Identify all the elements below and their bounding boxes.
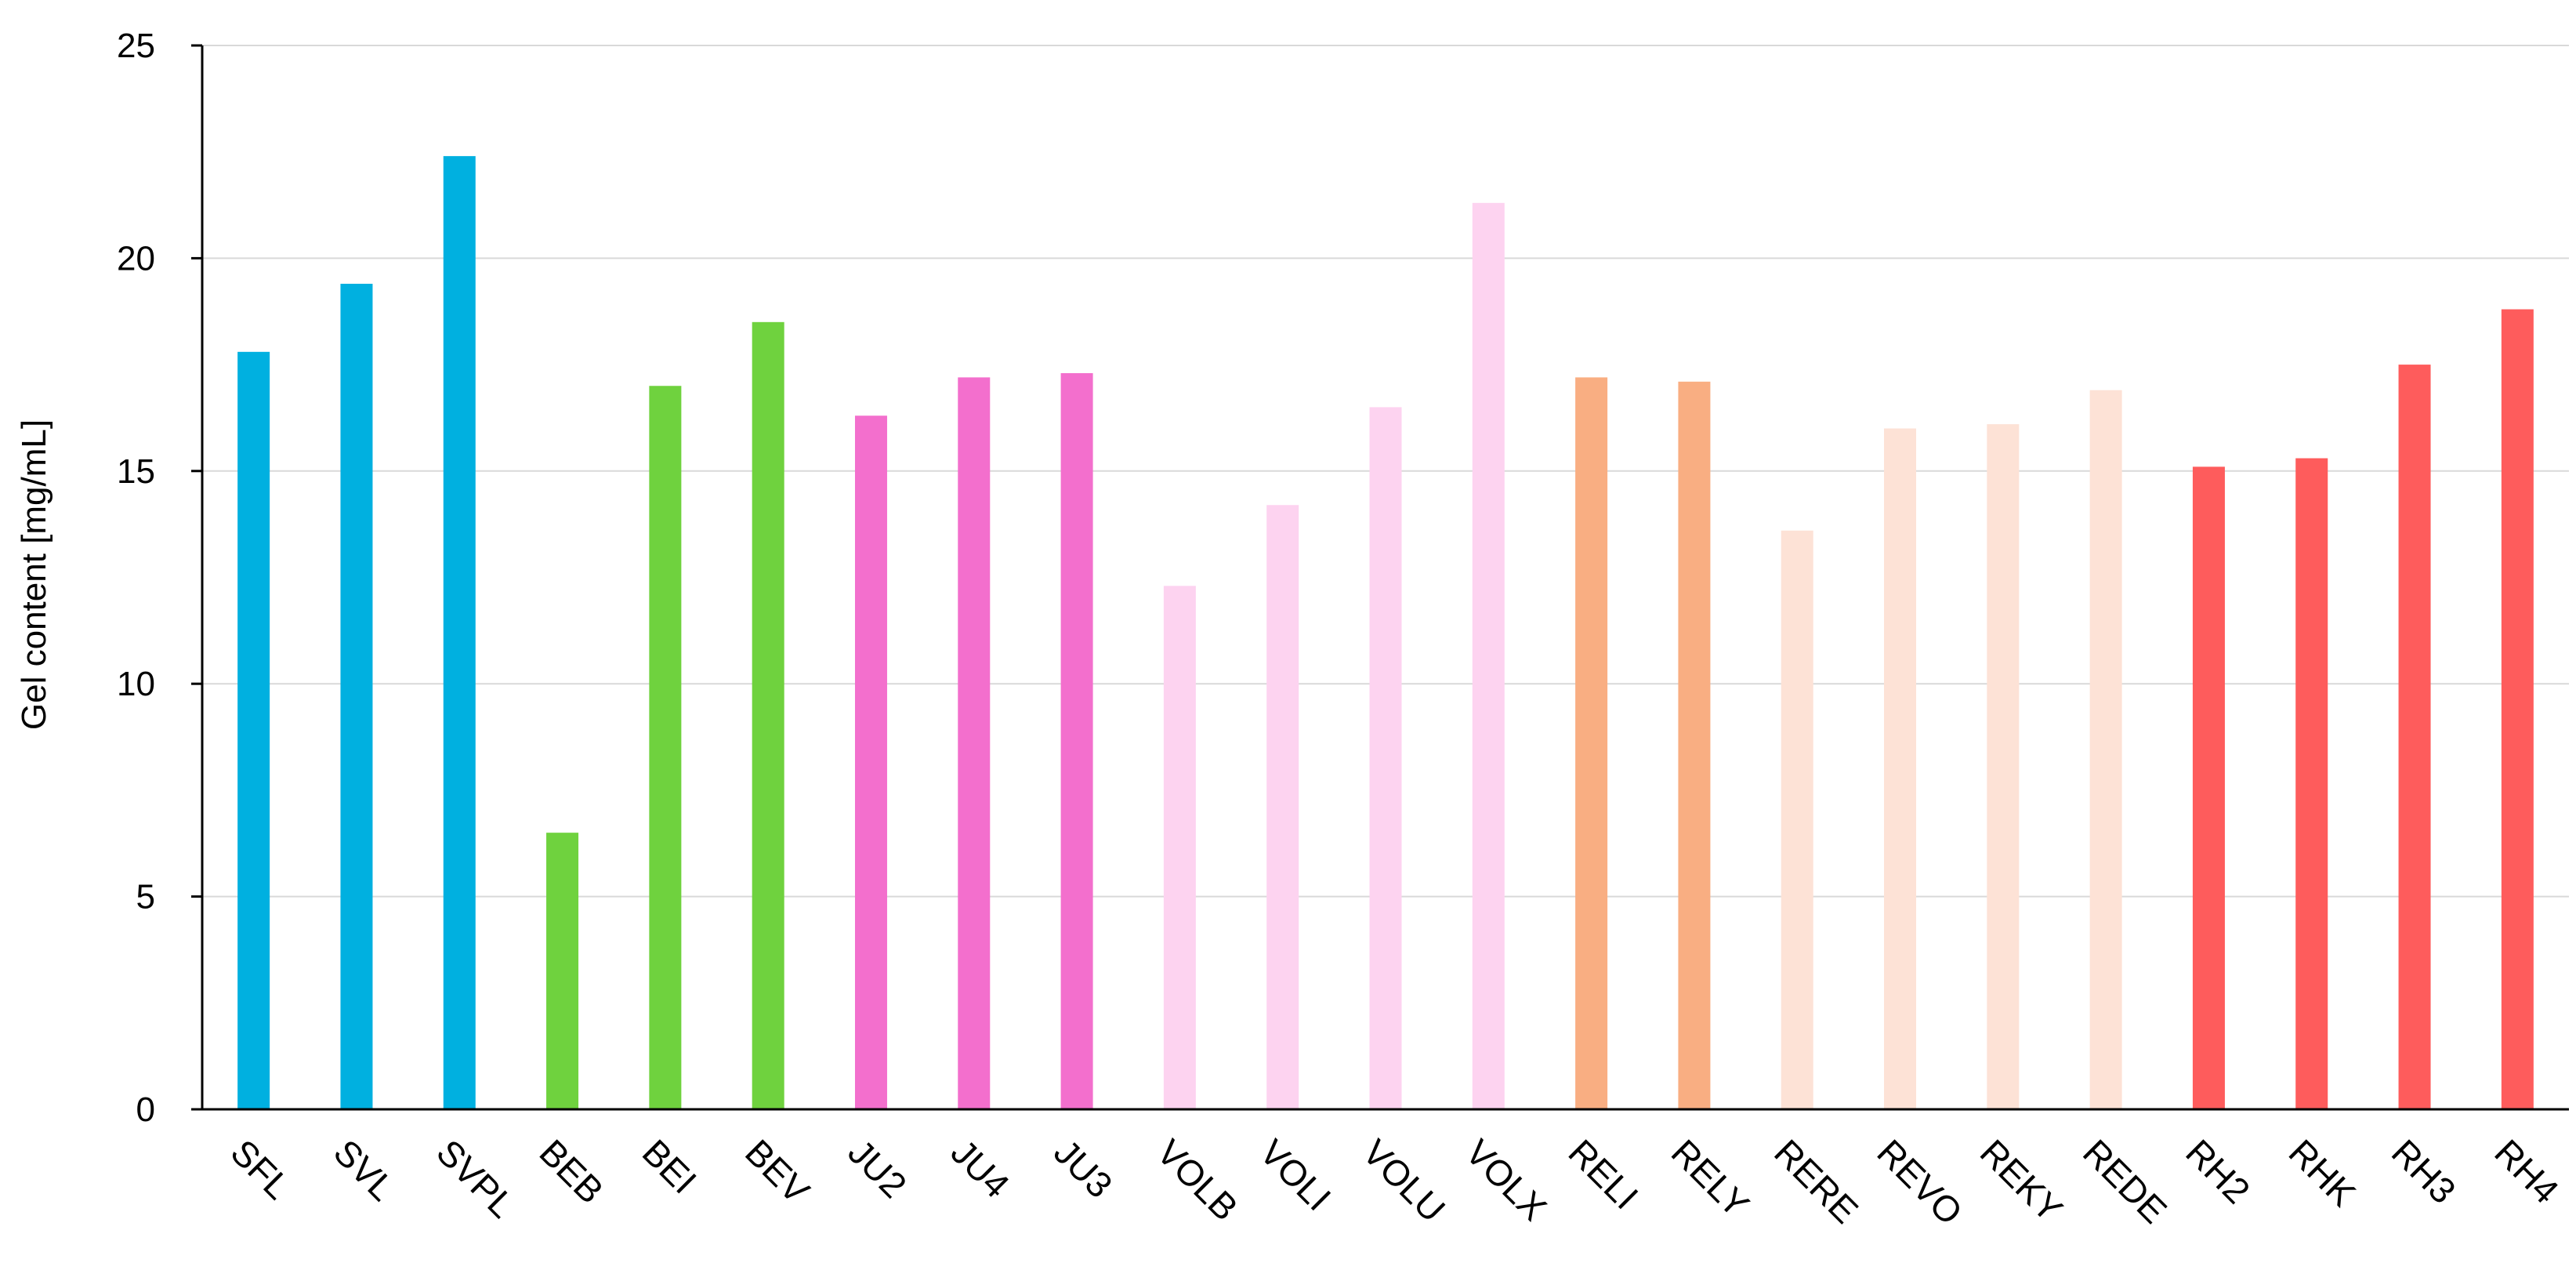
bar-sfl [237, 351, 270, 1109]
bar-volu [1369, 407, 1402, 1109]
y-tick-label: 0 [136, 1090, 155, 1129]
bars [237, 156, 2534, 1110]
y-tick-label: 25 [117, 27, 155, 65]
bar-ju3 [1060, 372, 1093, 1109]
x-tick-label: RELI [1561, 1131, 1647, 1217]
bar-rh4 [2501, 309, 2534, 1109]
x-tick-label: BEV [737, 1131, 817, 1211]
bar-rh2 [2192, 466, 2225, 1109]
x-tick-label: VOLB [1149, 1131, 1246, 1228]
x-tick-label: SFL [223, 1131, 299, 1207]
bar-beb [546, 833, 579, 1109]
x-tick-label: VOLI [1252, 1131, 1339, 1218]
axes [191, 44, 2569, 1111]
bar-bei [649, 386, 682, 1109]
bar-voli [1266, 505, 1299, 1109]
bar-revo [1884, 428, 1917, 1109]
y-axis-title: Gel content [mg/mL] [15, 419, 53, 730]
x-tick-label: JU3 [1046, 1131, 1121, 1206]
x-tick-label: REDE [2075, 1131, 2175, 1231]
y-tick-label: 10 [117, 665, 155, 703]
x-tick-label: BEB [531, 1131, 611, 1211]
x-tick-label: BEI [635, 1131, 705, 1201]
x-tick-label: RELY [1664, 1131, 1757, 1225]
bar-rere [1781, 530, 1813, 1109]
bar-svpl [443, 156, 476, 1109]
bar-rh3 [2398, 365, 2431, 1110]
x-tick-label: SVPL [429, 1131, 523, 1225]
bar-ju2 [854, 416, 887, 1109]
y-tick-label: 20 [117, 239, 155, 278]
bar-volx [1472, 202, 1505, 1110]
x-tick-label: REVO [1869, 1131, 1970, 1232]
x-tick-label: REKY [1973, 1131, 2071, 1229]
bar-rhk [2295, 458, 2328, 1109]
x-tick-label: JU4 [944, 1131, 1018, 1206]
x-tick-label: JU2 [840, 1131, 915, 1206]
bar-ju4 [958, 377, 991, 1109]
x-tick-label: SVL [326, 1131, 403, 1208]
bar-volb [1163, 586, 1196, 1109]
bar-reli [1575, 377, 1608, 1109]
bar-bev [752, 321, 784, 1109]
x-tick-label: VOLU [1355, 1131, 1453, 1229]
x-tick-label: RH4 [2487, 1131, 2567, 1211]
x-tick-label: RH3 [2384, 1131, 2464, 1211]
y-tick-label: 5 [136, 878, 155, 916]
y-tick-label: 15 [117, 452, 155, 491]
bar-reky [1987, 424, 2020, 1109]
x-tick-label: VOLX [1458, 1131, 1555, 1228]
x-tick-label: RH2 [2178, 1131, 2258, 1211]
x-tick-label: RERE [1766, 1131, 1866, 1231]
bar-svl [340, 283, 373, 1109]
bar-rede [2089, 390, 2122, 1110]
bar-rely [1678, 381, 1711, 1109]
x-tick-label: RHK [2281, 1131, 2364, 1214]
